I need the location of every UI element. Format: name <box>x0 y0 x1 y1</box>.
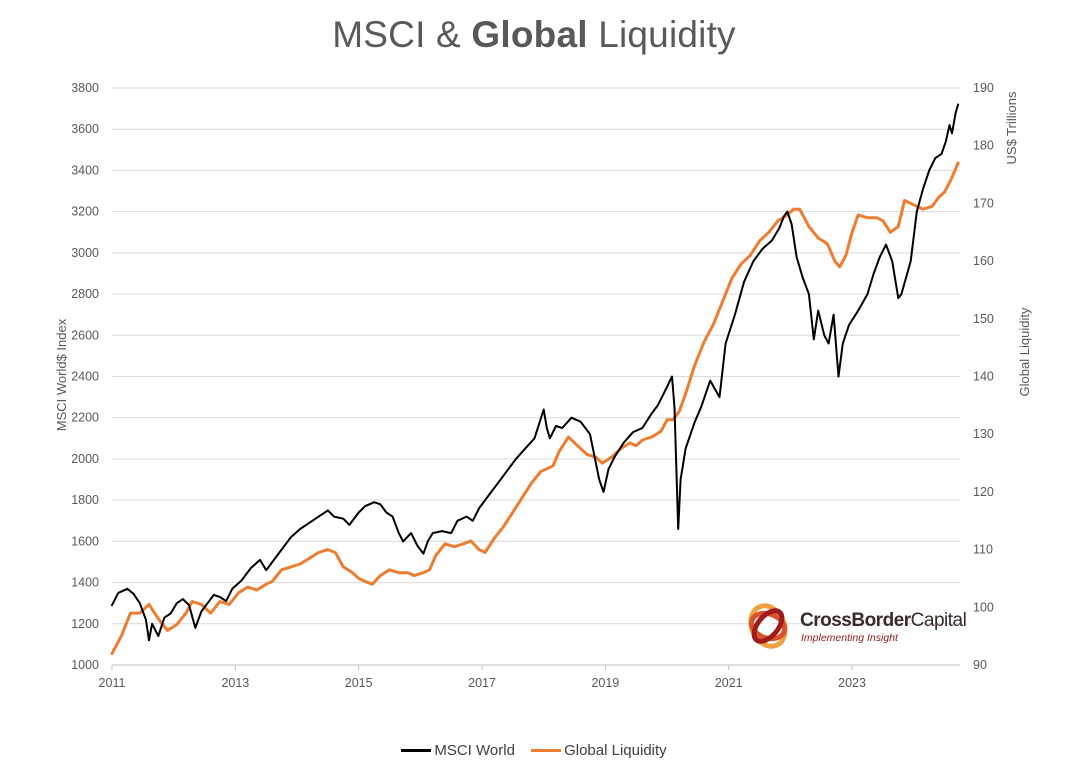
left-tick-label: 3400 <box>71 163 99 177</box>
crossborder-logo: CrossBorderCapital Implementing Insight <box>744 598 974 654</box>
series-line-global-liquidity <box>110 161 960 655</box>
left-tick-label: 1800 <box>71 493 99 507</box>
right-tick-label: 130 <box>973 427 994 441</box>
x-tick-label: 2013 <box>221 676 249 690</box>
x-tick-label: 2023 <box>838 676 866 690</box>
right-axis-ticks: 90 100 110 120 130 140 150 160 170 180 190 <box>973 81 994 672</box>
x-tick-label: 2019 <box>591 676 619 690</box>
left-tick-label: 2400 <box>71 370 99 384</box>
legend-swatch-msci <box>401 749 432 753</box>
left-axis-ticks: 1000 1200 1400 1600 1800 2000 2200 2400 2600 2800… <box>71 81 99 672</box>
right-tick-label: 160 <box>973 254 994 268</box>
left-tick-label: 3200 <box>71 205 99 219</box>
right-tick-label: 110 <box>973 543 993 557</box>
legend: MSCI World Global Liquidity <box>0 741 1068 759</box>
left-tick-label: 3000 <box>71 246 99 260</box>
chart-title: MSCI & Global Liquidity <box>0 14 1068 56</box>
right-tick-label: 140 <box>973 370 994 384</box>
left-tick-label: 1000 <box>71 658 99 672</box>
right-tick-label: 90 <box>973 658 987 672</box>
right-axis-title: Global Liquidity <box>1017 307 1032 396</box>
title-part-normal: MSCI & <box>332 14 472 55</box>
left-tick-label: 2200 <box>71 411 99 425</box>
legend-label-msci: MSCI World <box>434 741 515 759</box>
logo-tagline: Implementing Insight <box>801 632 898 644</box>
right-tick-label: 150 <box>973 312 994 326</box>
left-axis-title: MSCI World$ Index <box>54 318 69 431</box>
x-tick-label: 2021 <box>715 676 743 690</box>
left-tick-label: 2600 <box>71 328 99 342</box>
x-tick-label: 2015 <box>345 676 373 690</box>
title-part-normal-2: Liquidity <box>587 14 736 55</box>
logo-swirl-icon <box>748 603 788 649</box>
legend-swatch-liquidity <box>531 749 562 753</box>
right-tick-label: 190 <box>973 81 994 95</box>
left-tick-label: 1200 <box>71 617 99 631</box>
left-tick-label: 2000 <box>71 452 99 466</box>
right-tick-label: 180 <box>973 139 994 153</box>
right-tick-label: 100 <box>973 600 994 614</box>
left-tick-label: 1600 <box>71 534 99 548</box>
x-tick-label: 2017 <box>468 676 496 690</box>
logo-name: CrossBorderCapital <box>800 610 967 631</box>
left-tick-label: 1400 <box>71 576 99 590</box>
right-axis-units: US$ Trillions <box>1004 91 1019 164</box>
legend-item-liquidity: Global Liquidity <box>531 742 667 759</box>
legend-label-liquidity: Global Liquidity <box>564 741 667 759</box>
x-axis-ticks: 2011 2013 2015 2017 2019 2021 2023 <box>99 665 866 690</box>
legend-item-msci: MSCI World <box>401 742 515 759</box>
x-tick-label: 2011 <box>99 676 126 690</box>
series-lines <box>110 103 960 655</box>
gridlines <box>112 87 960 666</box>
left-tick-label: 2800 <box>71 287 99 301</box>
title-part-bold: Global <box>471 14 588 55</box>
left-tick-label: 3600 <box>71 122 99 136</box>
left-tick-label: 3800 <box>71 81 99 95</box>
series-line-msci-world <box>111 103 960 642</box>
right-tick-label: 120 <box>973 485 994 499</box>
right-tick-label: 170 <box>973 196 994 210</box>
